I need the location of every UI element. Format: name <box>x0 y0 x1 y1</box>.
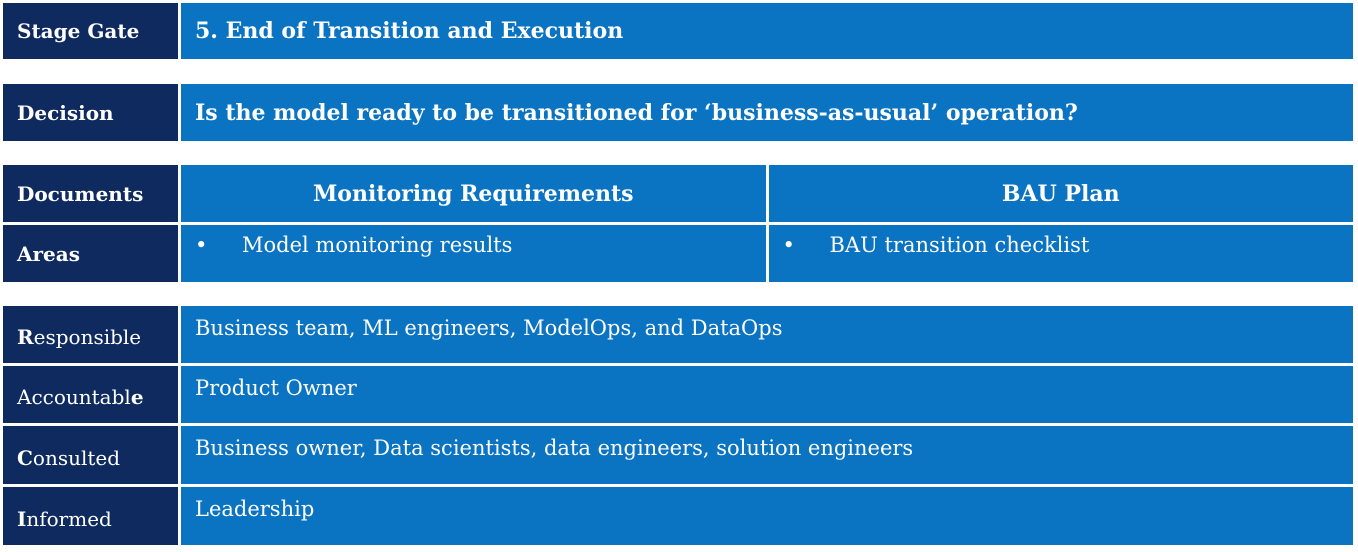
bau-area-item: • BAU transition checklist <box>768 225 1353 282</box>
consulted-value: Business owner, Data scientists, data en… <box>181 426 1353 484</box>
decision-row: Decision Is the model ready to be transi… <box>3 84 1353 141</box>
stage-gate-value: 5. End of Transition and Execution <box>181 3 1353 59</box>
informed-value: Leadership <box>181 487 1353 545</box>
areas-items: • Model monitoring results • BAU transit… <box>181 225 1353 282</box>
bullet-icon: • <box>782 233 795 257</box>
areas-label: Areas <box>3 225 178 282</box>
bau-area-text: BAU transition checklist <box>829 233 1090 257</box>
accountable-label-main: Accountabl <box>17 385 131 409</box>
stage-gate-label: Stage Gate <box>3 3 178 59</box>
bau-plan-header: BAU Plan <box>768 165 1353 222</box>
documents-label: Documents <box>3 165 178 222</box>
consulted-label-initial: C <box>17 446 33 470</box>
decision-value: Is the model ready to be transitioned fo… <box>181 84 1353 141</box>
stage-gate-row: Stage Gate 5. End of Transition and Exec… <box>3 3 1353 59</box>
accountable-value: Product Owner <box>181 366 1353 423</box>
monitoring-area-item: • Model monitoring results <box>181 225 766 282</box>
monitoring-area-text: Model monitoring results <box>242 233 513 257</box>
accountable-label: Accountabl e <box>3 366 178 423</box>
responsible-value: Business team, ML engineers, ModelOps, a… <box>181 306 1353 363</box>
consulted-label-rest: onsulted <box>32 446 121 470</box>
responsible-label-initial: R <box>17 325 34 349</box>
informed-label-initial: I <box>17 507 27 531</box>
accountable-label-end: e <box>130 385 144 409</box>
informed-label-rest: nformed <box>26 507 112 531</box>
bullet-icon: • <box>195 233 208 257</box>
responsible-label-rest: esponsible <box>33 325 142 349</box>
decision-label: Decision <box>3 84 178 141</box>
documents-headers: Monitoring Requirements BAU Plan <box>181 165 1353 222</box>
documents-table: Documents Monitoring Requirements BAU Pl… <box>3 165 1353 282</box>
monitoring-requirements-header: Monitoring Requirements <box>181 165 766 222</box>
